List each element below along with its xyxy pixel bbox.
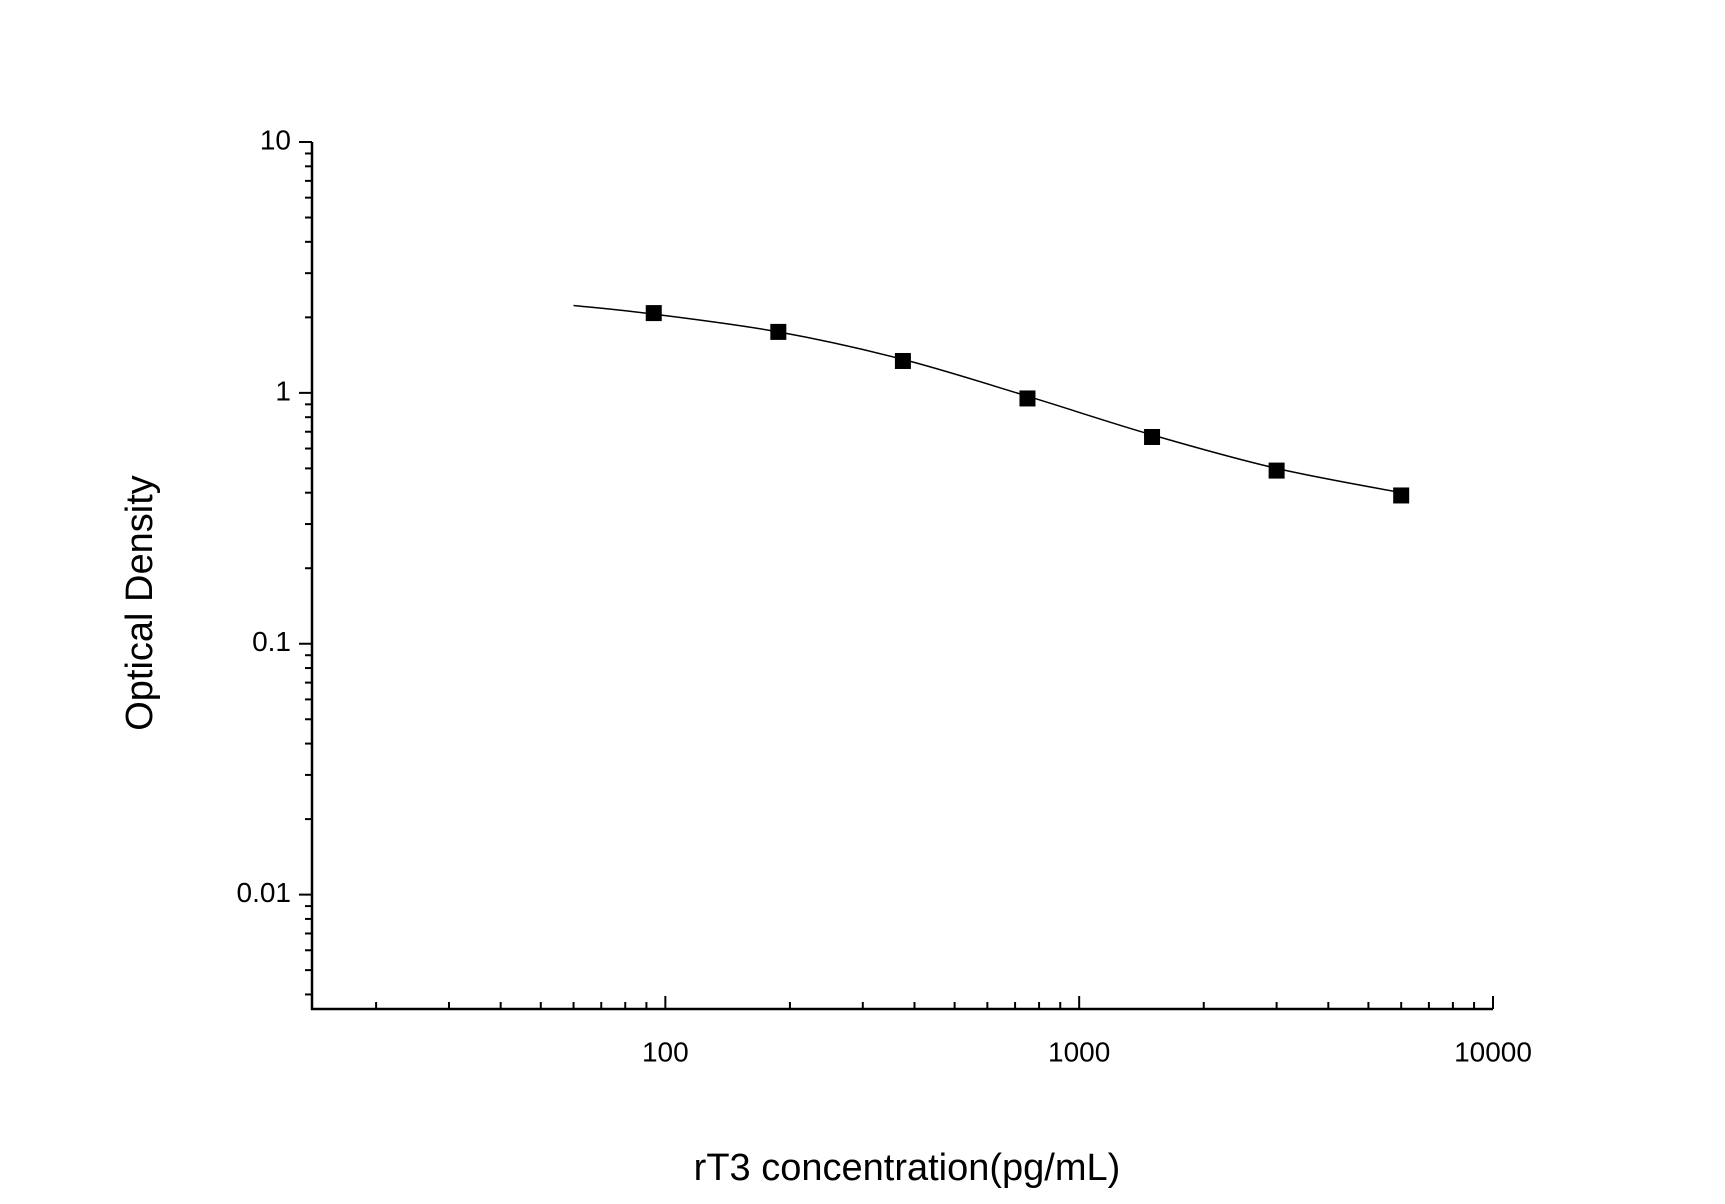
x-tick-label: 100 [642, 1036, 689, 1067]
data-point [770, 323, 787, 340]
y-axis-title: Optical Density [119, 475, 161, 731]
data-point [1268, 462, 1285, 479]
y-tick-label: 10 [260, 124, 291, 155]
fit-curve [573, 304, 1402, 494]
y-tick-label: 1 [275, 375, 291, 406]
x-tick-label: 1000 [1048, 1036, 1110, 1067]
data-point [1144, 428, 1161, 445]
y-tick-label: 0.1 [252, 626, 291, 657]
x-tick-label: 10000 [1454, 1036, 1532, 1067]
data-point [645, 305, 662, 322]
data-point [1393, 487, 1410, 504]
y-tick-label: 0.01 [237, 877, 292, 908]
data-point [894, 352, 911, 369]
x-axis-title: rT3 concentration(pg/mL) [694, 1147, 1121, 1189]
data-point [1019, 390, 1036, 407]
